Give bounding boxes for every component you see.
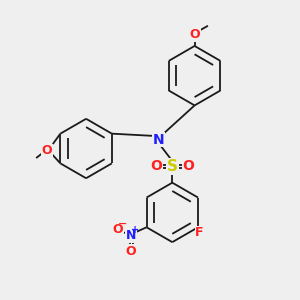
Text: −: −	[118, 219, 127, 229]
Text: O: O	[113, 223, 123, 236]
Text: O: O	[126, 245, 136, 258]
Text: S: S	[167, 159, 178, 174]
Text: O: O	[182, 159, 194, 173]
Text: O: O	[42, 144, 52, 158]
Text: O: O	[189, 28, 200, 41]
Text: O: O	[150, 159, 162, 173]
Text: +: +	[131, 225, 139, 235]
Text: N: N	[126, 229, 136, 242]
Text: N: N	[153, 133, 165, 147]
Text: F: F	[195, 226, 204, 239]
